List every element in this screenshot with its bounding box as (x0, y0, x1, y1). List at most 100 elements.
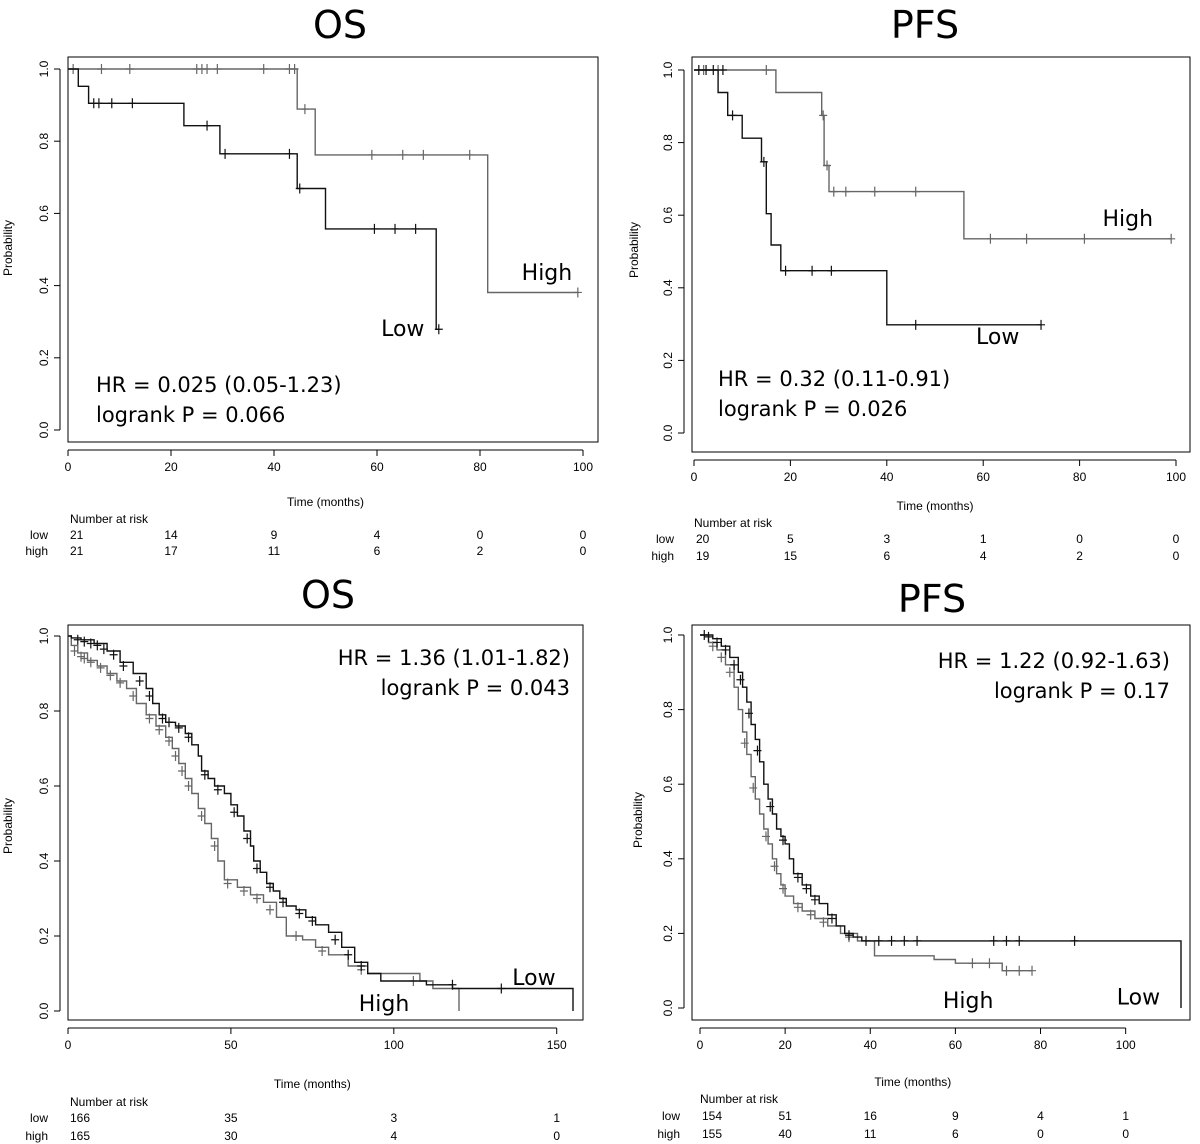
series-low-censor-mark (94, 98, 103, 109)
risk-count: 6 (952, 1127, 959, 1141)
risk-count: 4 (1037, 1109, 1044, 1123)
logrank-p-text: logrank P = 0.026 (718, 397, 907, 421)
series-high-censor-mark (986, 233, 995, 244)
y-tick-label: 0.0 (661, 424, 675, 441)
risk-count: 0 (553, 1129, 560, 1143)
series-low-censor-mark (704, 631, 713, 642)
risk-count: 0 (580, 528, 587, 542)
series-low-censor-mark (700, 630, 709, 640)
series-low-censor-mark (1002, 935, 1011, 946)
series-high-censor-mark (213, 64, 222, 74)
risk-count: 6 (883, 549, 890, 563)
risk-count: 6 (374, 544, 381, 558)
series-low-censor-mark (230, 807, 239, 818)
y-axis-title: Probability (1, 220, 15, 276)
series-low-censor-mark (184, 732, 193, 743)
series-high-censor-mark (1002, 965, 1011, 976)
series-high-censor-mark (165, 736, 173, 746)
series-low-censor-mark (308, 916, 317, 926)
series-low-censor-mark (109, 649, 118, 660)
series-low-censor-mark (718, 65, 727, 75)
series-low-censor-mark (243, 833, 252, 844)
x-tick-label: 0 (697, 1038, 704, 1052)
series-low-censor-mark (86, 638, 95, 649)
series-high-censor-mark (116, 677, 125, 688)
series-low-censor-mark (779, 835, 788, 846)
series-high-curve (68, 68, 578, 294)
series-high-censor-mark (465, 149, 474, 160)
series-low-censor-mark (827, 265, 836, 276)
series-low-censor-mark (911, 319, 920, 330)
series-low-censor-mark (174, 722, 183, 733)
y-tick-label: 1.0 (661, 626, 675, 643)
x-tick-label: 100 (1116, 1038, 1136, 1052)
risk-count: 51 (778, 1109, 792, 1123)
x-tick-label: 20 (778, 1038, 792, 1052)
logrank-p-text: logrank P = 0.17 (994, 679, 1170, 703)
series-high-censor-mark (155, 724, 164, 735)
risk-count: 30 (224, 1129, 238, 1143)
series-low-censor-mark (80, 636, 89, 647)
y-tick-label: 0.8 (661, 701, 675, 718)
series-high-label: High (943, 989, 994, 1014)
x-tick-label: 0 (691, 470, 698, 484)
risk-count: 0 (1173, 549, 1180, 563)
y-tick-label: 0.2 (661, 925, 675, 942)
series-high-censor-mark (819, 917, 828, 928)
series-low-censor-mark (810, 894, 819, 905)
y-axis-title: Probability (1, 798, 15, 854)
series-high-censor-mark (106, 670, 115, 681)
x-tick-label: 40 (267, 460, 281, 474)
series-high-censor-mark (1080, 233, 1089, 244)
series-low-censor-mark (135, 676, 144, 686)
series-high-censor-mark (725, 667, 734, 678)
series-high-censor-mark (86, 657, 95, 668)
y-tick-label: 0.2 (661, 352, 675, 369)
series-high-censor-mark (266, 904, 274, 915)
risk-count: 21 (70, 528, 84, 542)
series-high-censor-mark (841, 186, 850, 197)
series-low-censor-mark (279, 897, 288, 908)
y-tick-label: 0.6 (37, 777, 51, 794)
x-axis-title: Time (months) (874, 1075, 951, 1089)
series-low-censor-mark (728, 110, 737, 121)
series-high-censor-mark (145, 713, 154, 724)
series-high-censor-mark (96, 662, 105, 673)
series-low-censor-mark (753, 745, 762, 756)
series-high-censor-mark (129, 691, 138, 701)
x-tick-label: 100 (384, 1038, 404, 1052)
series-low-censor-mark (119, 661, 128, 671)
series-low-censor-mark (709, 65, 718, 75)
series-low-censor-mark (221, 148, 230, 159)
series-high-censor-mark (97, 64, 106, 74)
series-high-censor-mark (125, 64, 134, 74)
risk-row-label-high: high (25, 544, 48, 558)
series-high-censor-mark (300, 104, 309, 115)
risk-count: 16 (864, 1109, 878, 1123)
x-tick-label: 80 (473, 460, 487, 474)
series-high-label: High (522, 261, 573, 286)
series-low-censor-mark (802, 883, 811, 894)
risk-count: 11 (268, 544, 281, 558)
y-tick-label: 0.6 (37, 205, 51, 222)
series-high-censor-mark (203, 64, 212, 74)
series-high-censor-mark (367, 149, 376, 160)
series-low-censor-mark (93, 640, 102, 651)
series-high-censor-mark (70, 646, 79, 656)
x-tick-label: 0 (65, 460, 72, 474)
series-low-censor-mark (344, 949, 353, 960)
series-low-censor-mark (694, 65, 703, 75)
series-low-label: Low (1117, 985, 1160, 1010)
risk-count: 9 (952, 1109, 959, 1123)
series-low-censor-mark (448, 979, 457, 990)
risk-count: 2 (477, 544, 484, 558)
x-tick-label: 60 (949, 1038, 963, 1052)
series-low-censor-mark (827, 913, 836, 924)
x-tick-label: 40 (880, 470, 894, 484)
risk-count: 165 (70, 1129, 90, 1143)
y-tick-label: 0.4 (37, 852, 51, 869)
hazard-ratio-text: HR = 0.025 (0.05-1.23) (96, 373, 342, 397)
chart-title: PFS (891, 3, 959, 47)
number-at-risk-header: Number at risk (694, 516, 773, 530)
